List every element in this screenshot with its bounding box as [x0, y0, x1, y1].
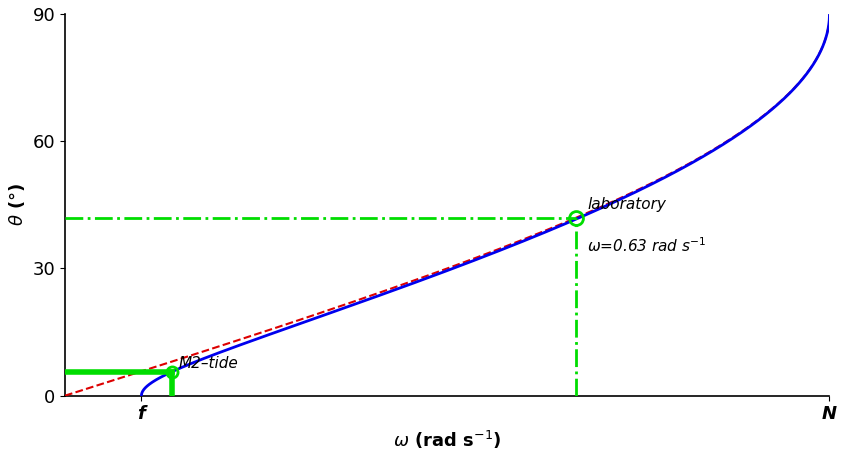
Text: laboratory: laboratory	[587, 197, 666, 213]
Text: $\omega$=0.63 rad s$^{-1}$: $\omega$=0.63 rad s$^{-1}$	[587, 236, 706, 255]
Y-axis label: $\theta$ ($\degree$): $\theta$ ($\degree$)	[7, 183, 27, 226]
X-axis label: $\omega$ (rad s$^{-1}$): $\omega$ (rad s$^{-1}$)	[393, 429, 501, 451]
Text: M2–tide: M2–tide	[178, 356, 238, 371]
